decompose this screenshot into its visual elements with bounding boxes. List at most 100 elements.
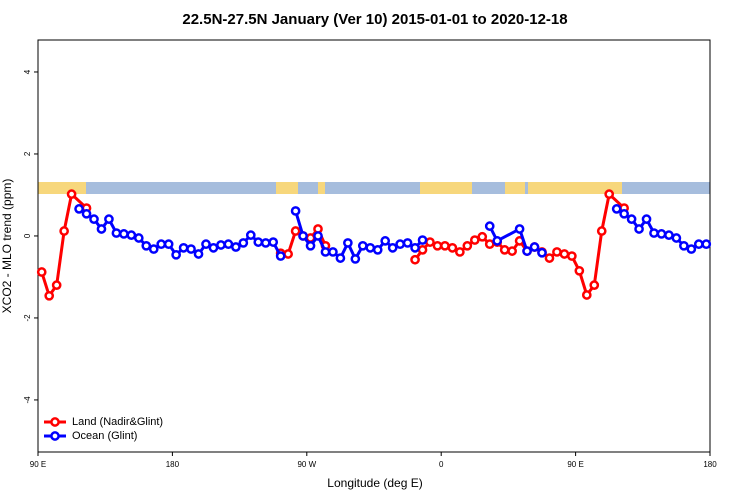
point <box>417 245 428 255</box>
point <box>104 214 114 224</box>
point <box>51 280 62 291</box>
point <box>432 240 443 251</box>
point <box>634 224 644 234</box>
point <box>552 247 562 257</box>
point <box>193 249 204 259</box>
point <box>216 240 226 250</box>
point <box>111 228 122 238</box>
point <box>679 240 689 251</box>
point <box>44 290 55 301</box>
point <box>589 280 600 291</box>
y-tick-label: 0 <box>23 233 32 238</box>
point <box>559 249 570 259</box>
chart-title: 22.5N-27.5N January (Ver 10) 2015-01-01 … <box>182 11 567 28</box>
point <box>537 247 547 258</box>
y-tick-label: 2 <box>23 151 32 156</box>
point <box>335 253 346 263</box>
point <box>581 290 592 300</box>
point <box>417 235 428 245</box>
point <box>492 236 503 246</box>
point <box>59 226 69 236</box>
point <box>462 240 473 251</box>
x-tick-label: 0 <box>439 460 444 469</box>
x-tick-label: 180 <box>166 460 180 469</box>
point <box>81 208 92 219</box>
point <box>477 231 488 242</box>
point <box>402 238 413 248</box>
point <box>410 242 420 253</box>
point <box>365 242 376 253</box>
point <box>641 214 652 224</box>
point <box>186 244 196 254</box>
point <box>119 229 129 239</box>
point <box>238 238 249 248</box>
point <box>499 245 510 255</box>
point <box>484 221 495 231</box>
point <box>253 237 264 247</box>
point <box>290 226 301 236</box>
point <box>133 233 144 243</box>
point <box>693 239 704 250</box>
point <box>290 206 301 216</box>
point <box>357 240 368 251</box>
point <box>701 239 712 250</box>
point <box>320 247 331 257</box>
x-tick-label: 90 E <box>567 460 583 469</box>
point <box>313 231 323 241</box>
point <box>231 242 241 252</box>
point <box>649 228 659 238</box>
point <box>245 230 256 240</box>
point <box>148 244 159 254</box>
series-line <box>78 207 707 263</box>
point <box>343 238 353 248</box>
point <box>126 230 137 240</box>
point <box>260 238 271 248</box>
x-axis-label: Longitude (deg E) <box>327 476 422 490</box>
point <box>66 189 77 199</box>
point <box>328 247 338 257</box>
point <box>298 231 308 241</box>
legend-label: Land (Nadir&Glint) <box>72 416 163 428</box>
y-tick-label: -4 <box>23 396 32 404</box>
point <box>514 224 525 234</box>
point <box>395 239 405 250</box>
point <box>440 240 450 251</box>
point <box>223 239 234 250</box>
point <box>36 267 47 277</box>
y-tick-label: -2 <box>23 314 32 322</box>
legend-marker <box>50 431 60 441</box>
point <box>604 189 615 199</box>
point <box>283 249 293 259</box>
point <box>664 230 674 240</box>
point <box>380 236 391 246</box>
point <box>96 224 107 234</box>
point <box>671 233 682 243</box>
point <box>469 235 480 245</box>
point <box>686 244 697 254</box>
point <box>425 237 435 247</box>
point <box>201 239 211 250</box>
x-tick-label: 90 W <box>297 460 316 469</box>
point <box>522 246 532 256</box>
point <box>208 242 219 253</box>
point <box>171 249 181 260</box>
point <box>89 214 99 224</box>
point <box>484 239 495 250</box>
point <box>529 242 540 252</box>
x-tick-label: 180 <box>703 460 717 469</box>
point <box>156 239 167 250</box>
point <box>626 214 637 224</box>
point <box>544 253 555 263</box>
point <box>305 240 316 251</box>
point <box>455 247 465 257</box>
point <box>372 245 383 255</box>
legend-marker <box>50 417 60 427</box>
point <box>596 226 607 236</box>
point <box>387 242 398 253</box>
point <box>611 204 622 214</box>
point <box>574 265 585 276</box>
point <box>275 251 286 261</box>
point <box>141 240 152 251</box>
point <box>619 208 629 219</box>
